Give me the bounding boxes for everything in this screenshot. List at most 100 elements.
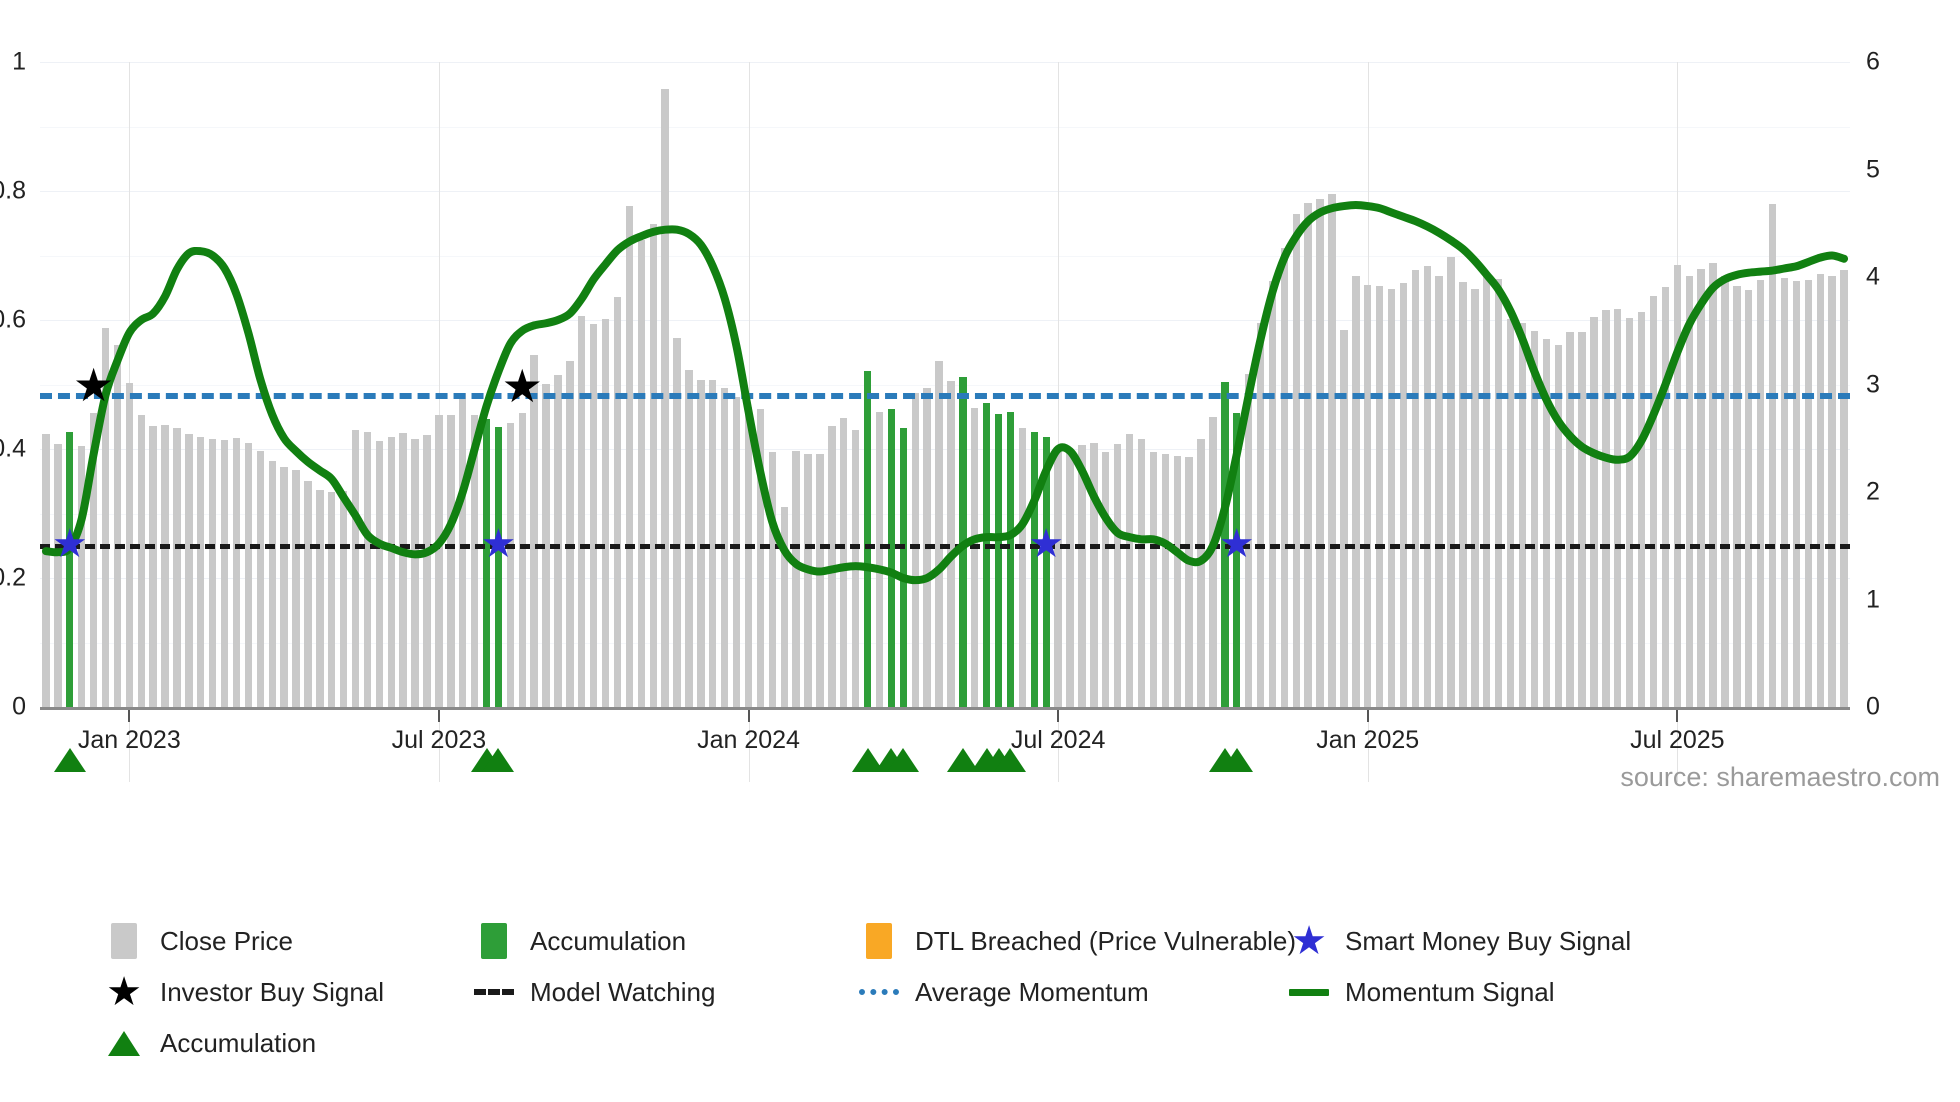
accumulation-bar <box>1030 431 1038 707</box>
close-price-bar <box>840 418 848 707</box>
close-price-bar <box>744 407 753 707</box>
legend-label: Average Momentum <box>915 976 1149 1007</box>
source-note: source: sharemaestro.com <box>1620 762 1940 792</box>
smart-money-buy-signal-star-icon: ★ <box>1028 521 1065 566</box>
left-axis-tick-label: 0.6 <box>0 305 26 334</box>
x-axis-tick-label: Jan 2025 <box>1316 726 1420 754</box>
smart-money-buy-signal-star-icon: ★ <box>480 521 517 566</box>
close-price-bar <box>1721 275 1729 707</box>
close-price-bar <box>1673 265 1682 707</box>
close-price-bar <box>316 490 324 707</box>
legend-item[interactable]: ★ Smart Money Buy Signal <box>1289 921 1631 961</box>
close-price-bar <box>1090 443 1098 707</box>
legend-dotted-line-icon <box>859 989 899 995</box>
close-price-bar <box>1578 332 1586 707</box>
close-price-bar <box>1268 281 1277 707</box>
legend-item[interactable]: Model Watching <box>474 973 859 1011</box>
close-price-bar <box>1340 330 1348 707</box>
accumulation-bar <box>494 427 503 707</box>
close-price-bar <box>1447 257 1455 707</box>
close-price-bar <box>232 438 241 707</box>
close-price-bar <box>673 338 681 707</box>
legend-item[interactable]: Close Price <box>104 922 474 960</box>
close-price-bar <box>1709 262 1717 707</box>
close-price-bar <box>1733 285 1741 707</box>
legend-row: Accumulation <box>104 1024 1894 1062</box>
close-price-bar <box>208 439 217 707</box>
close-price-bar <box>197 437 205 707</box>
x-axis-line <box>40 707 1850 710</box>
close-price-bar <box>1637 311 1646 707</box>
x-axis-tick-label: Jul 2024 <box>1010 726 1106 754</box>
close-price-bar <box>423 435 431 707</box>
accumulation-bar <box>1042 436 1050 707</box>
close-price-bar <box>1685 276 1693 707</box>
close-price-bar <box>1780 278 1789 707</box>
x-axis-tick-mark <box>437 710 440 722</box>
close-price-bar <box>1328 194 1336 707</box>
close-price-bar <box>1280 247 1289 707</box>
close-price-bar <box>1840 270 1848 707</box>
close-price-bar <box>1602 309 1610 707</box>
close-price-bar <box>1554 344 1562 707</box>
close-price-bar <box>780 507 788 707</box>
smart-money-buy-signal-star-icon: ★ <box>1218 521 1255 566</box>
close-price-bar <box>1756 280 1765 707</box>
legend-label: Accumulation <box>530 925 687 956</box>
close-price-bar <box>1471 289 1479 707</box>
close-price-bar <box>447 415 455 707</box>
close-price-bar <box>637 240 646 707</box>
close-price-bar <box>435 415 443 707</box>
close-price-bar <box>590 323 598 707</box>
close-price-bar <box>1626 318 1634 707</box>
legend-label: DTL Breached (Price Vulnerable) <box>915 925 1297 956</box>
right-axis-tick-label: 5 <box>1866 155 1880 183</box>
x-axis-tick-mark <box>1676 710 1679 722</box>
close-price-bar <box>1054 451 1062 707</box>
legend-item[interactable]: Momentum Signal <box>1289 973 1555 1011</box>
right-axis-tick-label: 2 <box>1866 477 1880 506</box>
close-price-bar <box>697 380 705 707</box>
legend-item[interactable]: ★ Investor Buy Signal <box>104 972 474 1012</box>
close-price-bar <box>411 439 419 707</box>
legend-item[interactable]: Accumulation <box>104 1024 474 1062</box>
close-price-bar <box>578 315 586 707</box>
left-axis-tick-label: 0.8 <box>0 176 26 205</box>
close-price-bar <box>566 360 574 707</box>
legend-item[interactable]: DTL Breached (Price Vulnerable) <box>859 922 1296 960</box>
close-price-bar <box>149 425 157 707</box>
close-price-bar <box>554 374 562 707</box>
close-price-bar <box>1506 318 1515 707</box>
close-price-bar <box>1137 439 1146 707</box>
legend-item[interactable]: Accumulation <box>474 922 859 960</box>
chart-legend: Close Price Accumulation DTL Breached (Pri… <box>104 921 1894 1075</box>
momentum-signal-line <box>41 200 1849 585</box>
close-price-bar <box>244 443 253 707</box>
close-price-bar <box>1518 322 1527 707</box>
close-price-bar <box>911 392 919 707</box>
x-axis-tick-mark <box>1366 710 1369 722</box>
close-price-bar <box>1387 289 1396 707</box>
close-price-bar <box>1102 452 1110 707</box>
gridline-minor <box>40 384 1850 386</box>
close-price-bar <box>1423 266 1431 707</box>
left-axis-tick-label: 0.4 <box>0 434 26 463</box>
close-price-bar <box>113 344 122 707</box>
close-price-bar <box>101 327 110 707</box>
close-price-bar <box>1542 338 1551 707</box>
gridline <box>40 62 1850 63</box>
legend-solid-line-icon <box>1289 988 1329 996</box>
chart-plot-area: ★ ★ ★ ★ ★ ★ <box>40 62 1850 782</box>
close-price-bar <box>256 450 264 707</box>
accumulation-bar <box>482 418 491 707</box>
gridline-minor <box>40 513 1850 515</box>
close-price-bar <box>220 439 229 707</box>
legend-item[interactable]: Average Momentum <box>859 973 1289 1011</box>
legend-dashed-line-icon <box>474 989 514 995</box>
x-tick-gridline <box>1058 62 1060 782</box>
close-price-bar <box>1244 373 1253 707</box>
close-price-bar <box>732 396 741 707</box>
close-price-bar <box>1316 198 1324 707</box>
legend-triangle-icon <box>104 1030 144 1056</box>
